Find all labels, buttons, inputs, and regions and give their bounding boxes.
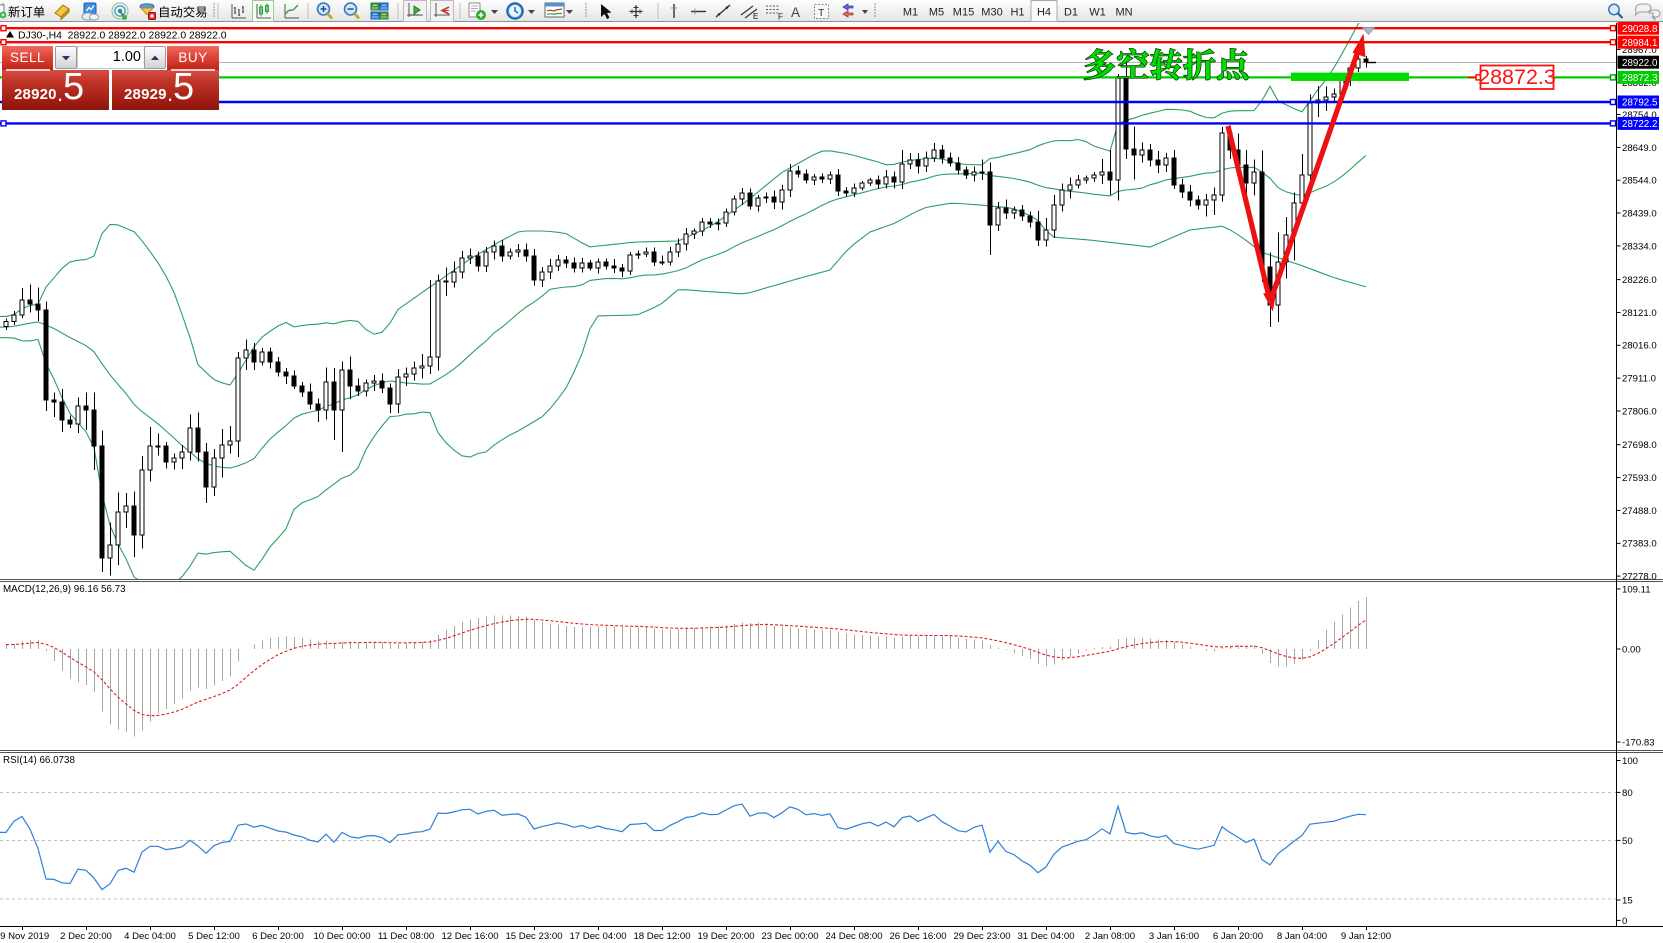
svg-text:3 Jan 16:00: 3 Jan 16:00 — [1149, 931, 1199, 942]
svg-text:28226.0: 28226.0 — [1622, 275, 1657, 286]
svg-text:-170.83: -170.83 — [1622, 737, 1655, 748]
svg-text:DJ30-,H4 28922.0 28922.0 2892: DJ30-,H4 28922.0 28922.0 28922.0 28922.0 — [18, 31, 227, 42]
svg-text:29 Dec 23:00: 29 Dec 23:00 — [953, 931, 1010, 942]
svg-text:24 Dec 08:00: 24 Dec 08:00 — [825, 931, 882, 942]
svg-text:M1: M1 — [903, 7, 918, 19]
svg-text:M15: M15 — [953, 7, 974, 19]
svg-text:29028.8: 29028.8 — [1622, 24, 1658, 35]
svg-text:10 Dec 00:00: 10 Dec 00:00 — [313, 931, 370, 942]
svg-text:D1: D1 — [1064, 7, 1078, 19]
svg-text:5 Dec 12:00: 5 Dec 12:00 — [188, 931, 240, 942]
svg-text:28967.0: 28967.0 — [1622, 45, 1657, 56]
svg-text:27383.0: 27383.0 — [1622, 539, 1657, 550]
svg-text:MACD(12,26,9) 96.16 56.73: MACD(12,26,9) 96.16 56.73 — [3, 584, 126, 595]
svg-text:W1: W1 — [1089, 7, 1106, 19]
svg-text:28872.3: 28872.3 — [1478, 65, 1556, 89]
svg-text:H1: H1 — [1010, 7, 1024, 19]
svg-text:50: 50 — [1622, 836, 1633, 847]
svg-text:6 Jan 20:00: 6 Jan 20:00 — [1213, 931, 1263, 942]
svg-text:27488.0: 27488.0 — [1622, 506, 1657, 517]
svg-text:15 Dec 23:00: 15 Dec 23:00 — [505, 931, 562, 942]
svg-text:M5: M5 — [929, 7, 944, 19]
svg-text:8 Jan 04:00: 8 Jan 04:00 — [1277, 931, 1327, 942]
svg-text:28544.0: 28544.0 — [1622, 176, 1657, 187]
svg-text:28439.0: 28439.0 — [1622, 208, 1657, 219]
svg-text:6 Dec 20:00: 6 Dec 20:00 — [252, 931, 304, 942]
svg-text:4 Dec 04:00: 4 Dec 04:00 — [124, 931, 176, 942]
svg-text:2 Dec 20:00: 2 Dec 20:00 — [60, 931, 112, 942]
svg-text:0: 0 — [1622, 916, 1627, 927]
svg-text:28649.0: 28649.0 — [1622, 143, 1657, 154]
svg-text:28872.3: 28872.3 — [1622, 73, 1658, 84]
svg-text:E: E — [753, 12, 758, 21]
svg-text:MN: MN — [1115, 7, 1132, 19]
svg-text:28754.0: 28754.0 — [1622, 110, 1657, 121]
svg-text:T: T — [818, 7, 825, 19]
svg-text:F: F — [778, 13, 783, 22]
svg-text:27911.0: 27911.0 — [1622, 374, 1656, 385]
svg-text:19 Dec 20:00: 19 Dec 20:00 — [697, 931, 754, 942]
svg-text:28722.2: 28722.2 — [1622, 119, 1657, 130]
svg-text:28334.0: 28334.0 — [1622, 241, 1657, 252]
svg-text:27593.0: 27593.0 — [1622, 473, 1657, 484]
svg-text:27698.0: 27698.0 — [1622, 440, 1657, 451]
svg-text:11 Dec 08:00: 11 Dec 08:00 — [378, 931, 434, 942]
svg-text:28016.0: 28016.0 — [1622, 341, 1657, 352]
svg-text:23 Dec 00:00: 23 Dec 00:00 — [761, 931, 818, 942]
svg-text:H4: H4 — [1037, 7, 1051, 19]
svg-text:28792.5: 28792.5 — [1622, 98, 1658, 109]
svg-text:18 Dec 12:00: 18 Dec 12:00 — [633, 931, 690, 942]
svg-text:2 Jan 08:00: 2 Jan 08:00 — [1085, 931, 1135, 942]
svg-text:RSI(14) 66.0738: RSI(14) 66.0738 — [3, 755, 75, 766]
svg-text:29 Nov 2019: 29 Nov 2019 — [0, 931, 49, 942]
svg-text:80: 80 — [1622, 788, 1633, 799]
svg-text:27806.0: 27806.0 — [1622, 406, 1657, 417]
svg-text:15: 15 — [1622, 895, 1633, 906]
svg-text:0.00: 0.00 — [1622, 644, 1641, 655]
svg-text:12 Dec 16:00: 12 Dec 16:00 — [441, 931, 498, 942]
svg-text:26 Dec 16:00: 26 Dec 16:00 — [889, 931, 946, 942]
svg-text:100: 100 — [1622, 756, 1638, 767]
svg-text:17 Dec 04:00: 17 Dec 04:00 — [569, 931, 626, 942]
svg-text:28984.1: 28984.1 — [1622, 38, 1657, 49]
svg-text:9 Jan 12:00: 9 Jan 12:00 — [1341, 931, 1391, 942]
svg-text:A: A — [791, 5, 800, 20]
svg-text:27278.0: 27278.0 — [1622, 572, 1657, 583]
svg-text:28121.0: 28121.0 — [1622, 308, 1657, 319]
svg-text:28922.0: 28922.0 — [1622, 58, 1658, 69]
svg-text:109.11: 109.11 — [1622, 584, 1651, 595]
svg-text:M30: M30 — [981, 7, 1002, 19]
svg-text:31 Dec 04:00: 31 Dec 04:00 — [1017, 931, 1074, 942]
